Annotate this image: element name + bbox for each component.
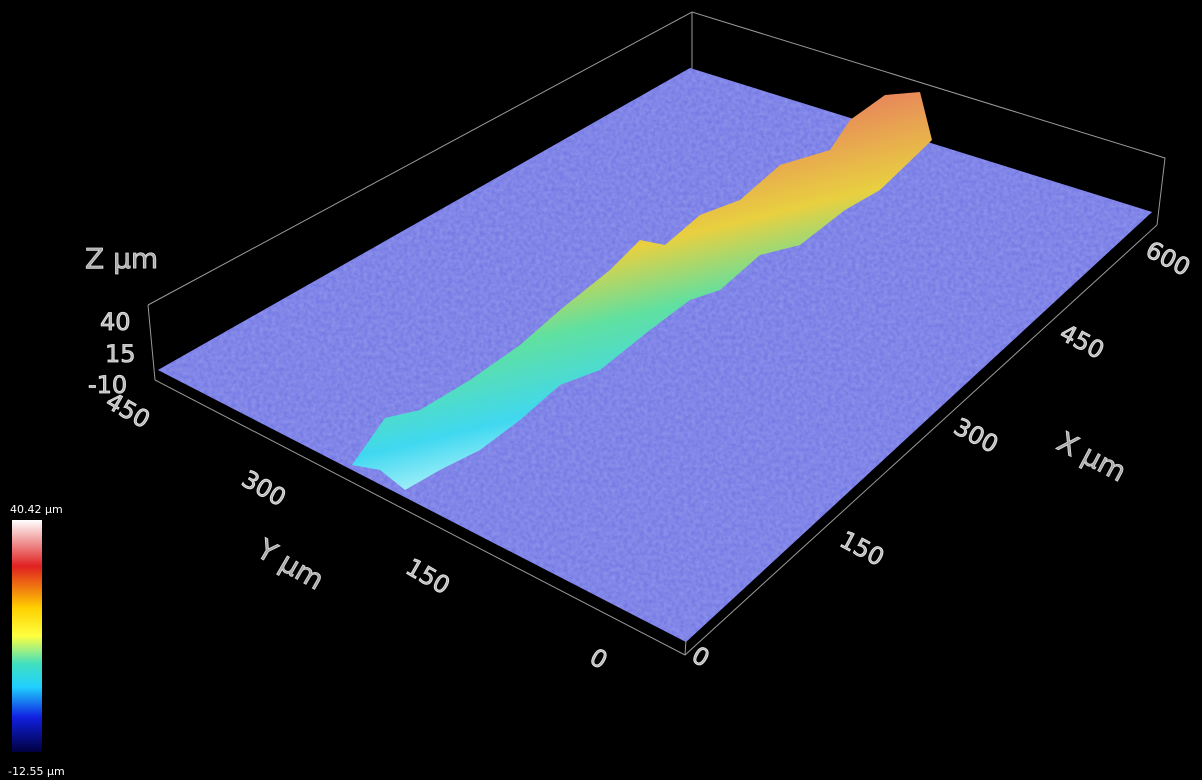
y-axis-tick: 300 xyxy=(237,465,291,512)
x-axis-tick: 0 xyxy=(687,641,714,673)
x-axis-tick: 150 xyxy=(835,526,889,572)
y-axis-tick: 0 xyxy=(585,643,612,675)
y-axis-label: Y µm xyxy=(251,532,330,597)
x-axis-label: X µm xyxy=(1052,425,1132,488)
x-axis-tick: 300 xyxy=(949,413,1003,459)
colorbar-min: -12.55 µm xyxy=(8,765,65,778)
y-axis-tick: 150 xyxy=(401,553,455,600)
surface-view: Z µm X µm Y µm 4015-10015030045001503004… xyxy=(0,0,1202,780)
z-axis-label: Z µm xyxy=(85,242,158,275)
z-axis-tick: 15 xyxy=(105,340,136,368)
colorbar xyxy=(12,520,42,752)
colorbar-max: 40.42 µm xyxy=(10,503,63,516)
x-axis-tick: 450 xyxy=(1055,319,1109,365)
x-axis-tick: 600 xyxy=(1141,236,1195,282)
z-axis-tick: 40 xyxy=(100,308,131,336)
